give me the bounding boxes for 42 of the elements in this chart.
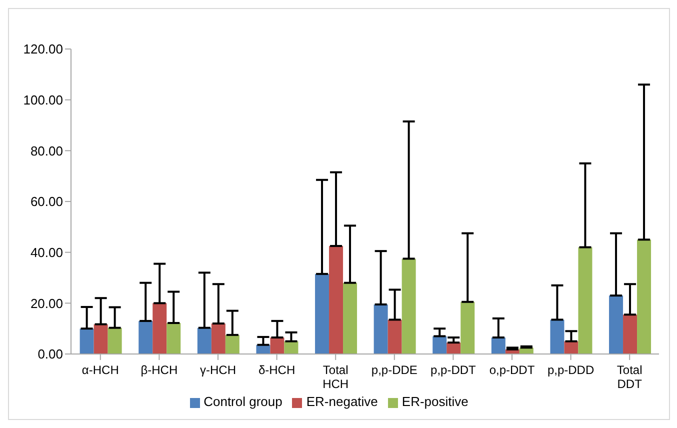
x-tick-label: p,p-DDE <box>371 363 418 377</box>
bar <box>225 334 240 354</box>
bar <box>197 328 212 354</box>
bar <box>491 337 506 354</box>
bar <box>550 320 564 354</box>
bar <box>388 320 402 354</box>
x-tick-label: α-HCH <box>82 363 119 377</box>
bar <box>343 282 358 354</box>
bar <box>329 246 344 354</box>
bar <box>166 322 181 354</box>
legend-label: ER-positive <box>402 394 468 409</box>
bar <box>637 240 652 354</box>
y-tick-label: 0.00 <box>38 346 63 362</box>
legend-label: Control group <box>204 394 282 409</box>
y-tick-label: 100.00 <box>23 92 63 108</box>
x-tick-label: o,p-DDT <box>489 363 536 377</box>
bar <box>402 258 416 354</box>
y-tick-label: 120.00 <box>23 42 63 57</box>
legend-label: ER-negative <box>306 394 378 409</box>
y-tick-label: 40.00 <box>30 244 63 260</box>
x-tick-label: δ-HCH <box>258 363 296 377</box>
bar <box>138 320 153 354</box>
bar <box>374 304 388 354</box>
y-tick-label: 60.00 <box>30 194 63 210</box>
x-tick-label: Total HCH <box>322 363 349 391</box>
bar <box>152 303 167 354</box>
bar <box>94 324 108 354</box>
bar <box>315 274 330 354</box>
bar <box>108 328 122 354</box>
bar <box>609 296 624 354</box>
bar <box>578 247 592 354</box>
x-tick-label: γ-HCH <box>200 363 236 377</box>
x-tick-label: p,p-DDT <box>430 363 477 377</box>
y-tick-label: 80.00 <box>30 143 63 158</box>
y-tick-label: 20.00 <box>30 296 63 311</box>
bar <box>211 324 226 354</box>
bar <box>460 302 475 354</box>
x-tick-label: β-HCH <box>140 363 178 377</box>
bar <box>623 314 638 354</box>
x-tick-label: p,p-DDD <box>547 363 594 377</box>
x-tick-label: Total DDT <box>616 363 643 391</box>
bar <box>80 328 94 354</box>
